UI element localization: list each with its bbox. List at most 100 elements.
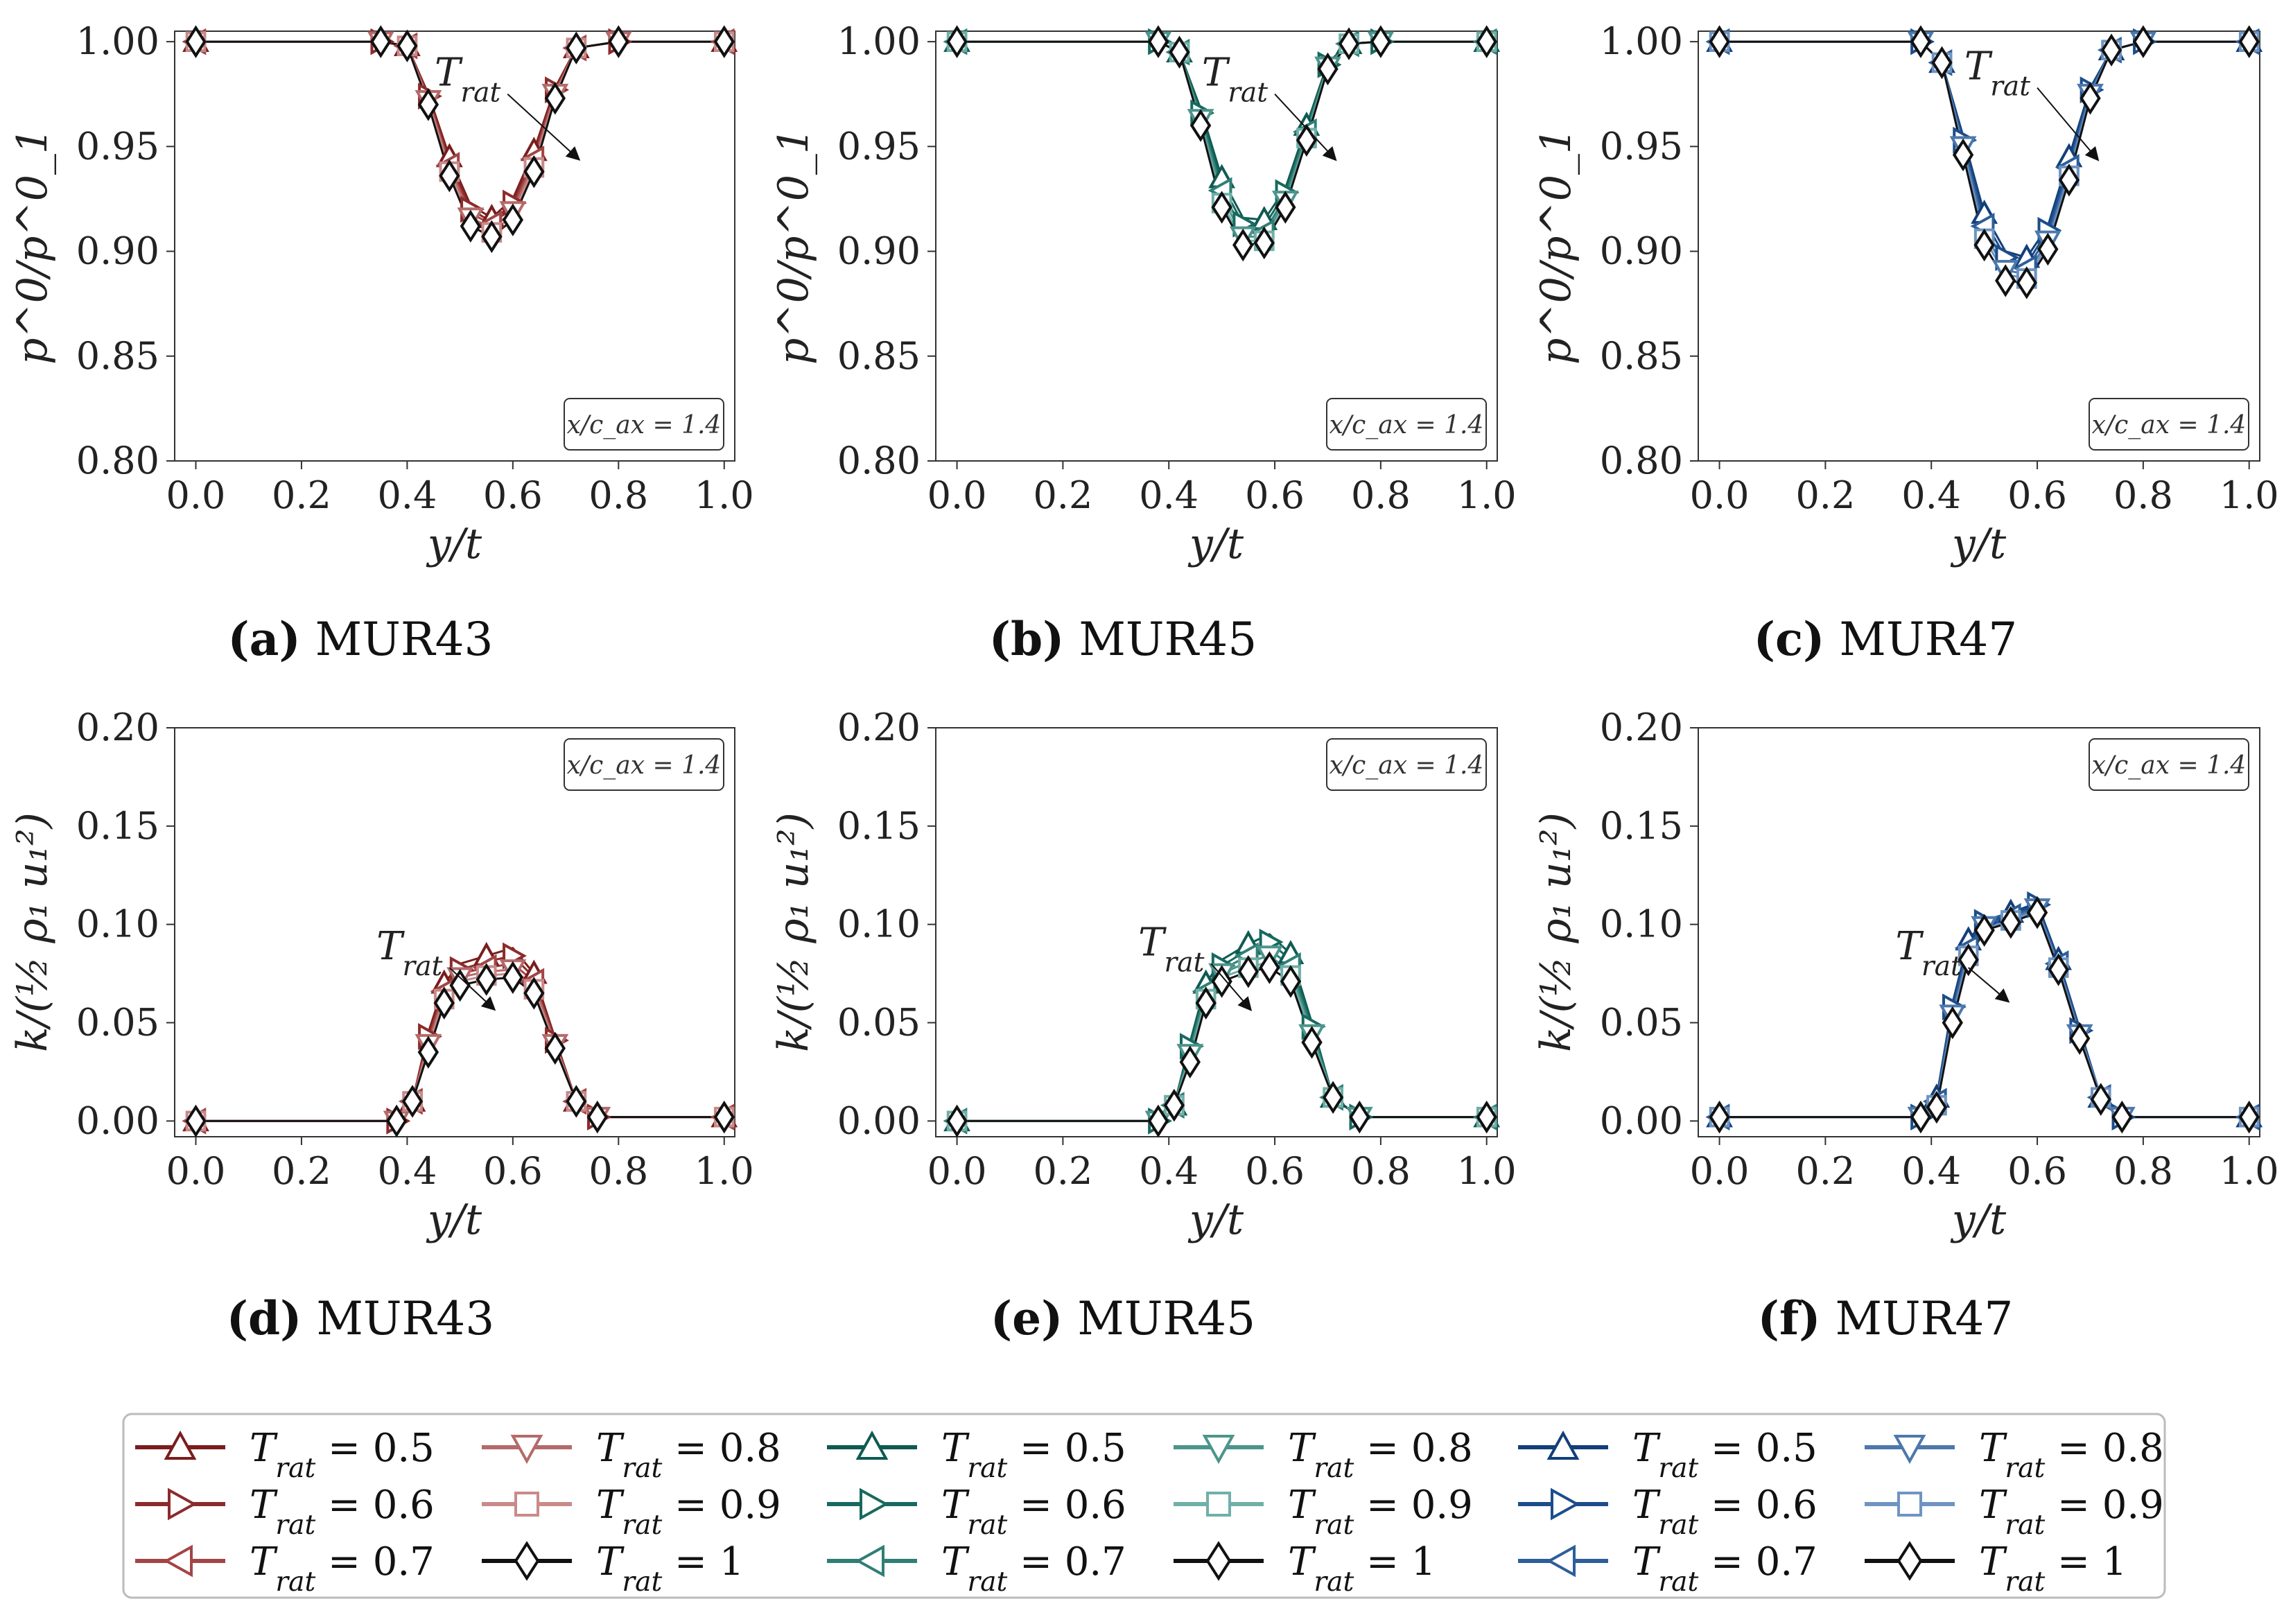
chart-panel-c: 0.0 0.2 0.4 0.6 0.8 1.0 0.80 0.85 0.90 0.95 1.00 y/… (1532, 19, 2279, 666)
plot-frame (935, 727, 1498, 1137)
data-point (946, 25, 968, 58)
x-tick-label: 0.8 (589, 1149, 648, 1193)
y-axis-label: k/(½ ρ₁ u₁²) (8, 812, 57, 1052)
data-point (1973, 228, 1995, 262)
panel-caption: (c) MUR47 (1754, 612, 2018, 666)
chart-panel-e: 0.0 0.2 0.4 0.6 0.8 1.0 0.00 0.05 0.10 0.15 0.20 y/… (769, 706, 1517, 1345)
legend-label: Trat = 1 (1288, 1539, 1436, 1598)
legend-marker (1546, 1544, 1576, 1578)
data-point (1952, 138, 1974, 172)
x-tick-label: 0.6 (2007, 473, 2067, 517)
data-point (1476, 25, 1497, 58)
legend-entry: Trat = 0.8 (1865, 1426, 2164, 1484)
x-tick-label: 0.4 (1901, 473, 1961, 517)
data-point (1709, 1100, 1730, 1134)
data-point (476, 963, 497, 996)
y-tick-label: 0.15 (76, 804, 159, 848)
data-point (1709, 25, 1730, 58)
y-tick-label: 0.85 (837, 334, 921, 378)
data-point (1995, 264, 2016, 297)
legend-entry: Trat = 0.9 (1865, 1483, 2164, 1541)
legend-label: Trat = 0.6 (941, 1483, 1126, 1541)
data-point (460, 209, 482, 243)
x-tick-label: 0.6 (483, 473, 543, 517)
x-tick-label: 0.0 (1690, 1149, 1750, 1193)
data-point (433, 986, 455, 1020)
legend-entry: Trat = 0.6 (1518, 1483, 1817, 1541)
data-point (2037, 232, 2059, 266)
data-point (544, 1031, 566, 1065)
y-tick-label: 0.90 (1600, 229, 1683, 273)
data-point (2238, 25, 2260, 58)
position-box (1326, 398, 1487, 451)
data-point (2132, 25, 2154, 58)
legend-label: Trat = 0.8 (596, 1426, 781, 1484)
position-box (564, 738, 724, 791)
x-tick-label: 0.6 (2007, 1149, 2067, 1193)
y-tick-label: 0.80 (837, 439, 921, 482)
x-tick-label: 0.4 (1901, 1149, 1961, 1193)
data-point (1259, 951, 1280, 984)
data-point (1211, 965, 1232, 998)
data-point (2069, 1022, 2091, 1055)
y-tick-label: 1.00 (1600, 19, 1683, 63)
data-point (1910, 1100, 1932, 1134)
data-point (1973, 914, 1995, 947)
x-tick-label: 0.0 (166, 473, 226, 517)
y-tick-label: 0.90 (76, 229, 159, 273)
data-point (2016, 266, 2037, 299)
chart-panel-a: 0.0 0.2 0.4 0.6 0.8 1.0 0.80 0.85 0.90 0.95 1.00 y/… (8, 19, 754, 666)
chart-panel-b: 0.0 0.2 0.4 0.6 0.8 1.0 0.80 0.85 0.90 0.95 1.00 y/… (769, 19, 1517, 666)
x-tick-label: 1.0 (2220, 1149, 2279, 1193)
legend-marker (168, 1487, 198, 1521)
panel-caption: (d) MUR43 (227, 1291, 494, 1345)
position-box (2089, 398, 2249, 451)
position-box (564, 398, 724, 451)
data-point (1232, 228, 1254, 262)
data-point (713, 25, 735, 58)
legend-entry: Trat = 0.6 (827, 1483, 1126, 1541)
position-label: x/c_ax = 1.4 (567, 751, 722, 780)
data-point (1910, 25, 1932, 58)
y-axis-label: k/(½ ρ₁ u₁²) (1532, 812, 1580, 1052)
y-tick-label: 0.10 (76, 902, 159, 946)
data-point (1237, 955, 1259, 988)
position-box (1326, 738, 1487, 791)
plot-frame (174, 30, 735, 462)
legend-label: Trat = 0.7 (941, 1539, 1126, 1598)
legend-label: Trat = 0.9 (596, 1483, 781, 1541)
y-tick-label: 0.80 (1600, 439, 1683, 482)
data-point (370, 25, 392, 58)
y-tick-label: 0.05 (76, 1000, 159, 1044)
legend-marker (855, 1544, 884, 1578)
data-point (1931, 46, 1953, 80)
data-point (502, 203, 524, 236)
data-point (2090, 1083, 2111, 1116)
position-label: x/c_ax = 1.4 (567, 411, 722, 439)
legend-entry: Trat = 0.9 (482, 1483, 781, 1541)
y-axis-label: p^0/p^0_1 (8, 128, 57, 365)
data-point (1942, 1006, 1963, 1040)
chart-panel-f: 0.0 0.2 0.4 0.6 0.8 1.0 0.00 0.05 0.10 0.15 0.20 y/… (1532, 706, 2279, 1345)
panel-caption: (a) MUR43 (227, 612, 493, 666)
x-tick-label: 0.4 (1139, 1149, 1198, 1193)
position-label: x/c_ax = 1.4 (2092, 411, 2247, 439)
x-tick-label: 1.0 (2220, 473, 2279, 517)
data-point (1275, 191, 1296, 224)
legend-label: Trat = 0.7 (1632, 1539, 1817, 1598)
y-tick-label: 0.95 (837, 124, 921, 168)
data-point (385, 1104, 408, 1138)
data-point (396, 29, 418, 62)
legend-marker (163, 1544, 193, 1578)
legend-label: Trat = 0.6 (250, 1483, 435, 1541)
x-axis-label: y/t (426, 520, 482, 568)
trend-arrow (1274, 94, 1337, 161)
legend-entry: Trat = 1 (482, 1539, 744, 1598)
y-axis-label: k/(½ ρ₁ u₁²) (769, 812, 818, 1052)
legend-entry: Trat = 1 (1865, 1539, 2127, 1598)
x-tick-label: 0.0 (927, 473, 987, 517)
legend-entry: Trat = 0.7 (827, 1539, 1126, 1598)
trend-arrow (448, 967, 496, 1011)
y-tick-label: 0.00 (837, 1099, 921, 1142)
